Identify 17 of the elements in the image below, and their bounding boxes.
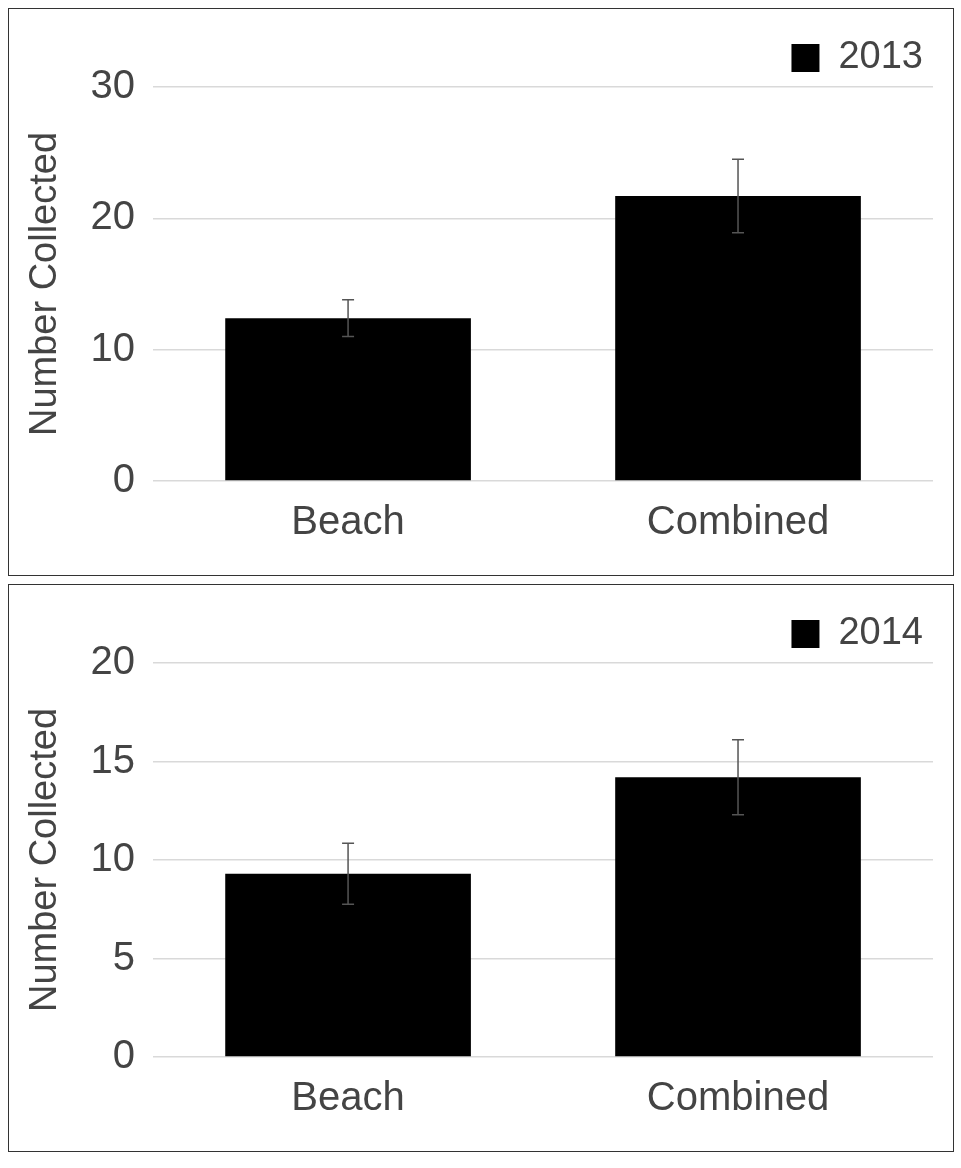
y-tick-label: 20 [90, 638, 136, 683]
legend-label: 2014 [838, 610, 924, 653]
x-tick-label: Combined [646, 498, 830, 543]
y-tick-label: 5 [112, 933, 136, 978]
y-tick-label: 10 [90, 324, 136, 369]
y-tick-label: 20 [90, 193, 136, 238]
y-tick-label: 15 [90, 736, 136, 781]
y-tick-label: 10 [90, 835, 136, 880]
y-axis-title: Number Collected [22, 131, 65, 437]
x-tick-label: Combined [646, 1074, 830, 1119]
y-axis-title: Number Collected [22, 707, 65, 1013]
x-tick-label: Beach [291, 1074, 405, 1119]
y-tick-label: 0 [112, 1032, 136, 1077]
y-tick-label: 30 [90, 62, 136, 107]
y-tick-label: 0 [112, 456, 136, 501]
legend-label: 2013 [838, 34, 924, 77]
x-tick-label: Beach [291, 498, 405, 543]
